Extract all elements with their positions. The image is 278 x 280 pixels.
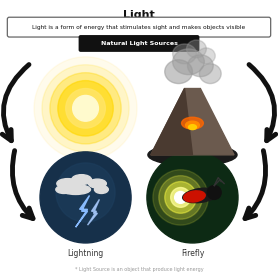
Ellipse shape bbox=[197, 48, 215, 64]
Ellipse shape bbox=[173, 44, 197, 64]
Circle shape bbox=[147, 152, 238, 243]
Text: Sun: Sun bbox=[78, 166, 93, 175]
Ellipse shape bbox=[95, 186, 108, 193]
Ellipse shape bbox=[56, 186, 72, 193]
FancyBboxPatch shape bbox=[7, 17, 271, 37]
Ellipse shape bbox=[61, 185, 91, 194]
Ellipse shape bbox=[148, 144, 237, 166]
Ellipse shape bbox=[173, 49, 204, 75]
Ellipse shape bbox=[185, 121, 199, 129]
Polygon shape bbox=[151, 88, 192, 155]
Ellipse shape bbox=[88, 179, 106, 188]
Ellipse shape bbox=[184, 191, 205, 202]
Ellipse shape bbox=[188, 125, 197, 130]
Text: Light: Light bbox=[123, 10, 155, 20]
Ellipse shape bbox=[199, 64, 221, 83]
Ellipse shape bbox=[182, 117, 203, 129]
Text: Light is a form of energy that stimulates sight and makes objects visible: Light is a form of energy that stimulate… bbox=[32, 25, 246, 30]
Text: Firefly: Firefly bbox=[181, 249, 204, 258]
Ellipse shape bbox=[57, 179, 79, 188]
Text: Lightning: Lightning bbox=[67, 249, 104, 258]
Circle shape bbox=[66, 88, 105, 128]
Polygon shape bbox=[88, 199, 100, 225]
Circle shape bbox=[165, 182, 197, 213]
Circle shape bbox=[175, 192, 187, 203]
Circle shape bbox=[207, 186, 221, 199]
Circle shape bbox=[153, 170, 208, 225]
Circle shape bbox=[40, 152, 131, 243]
Text: Volcano Lava: Volcano Lava bbox=[167, 171, 218, 180]
Circle shape bbox=[34, 57, 137, 160]
Ellipse shape bbox=[187, 40, 206, 58]
Ellipse shape bbox=[183, 188, 218, 203]
Text: * Light Source is an object that produce light energy: * Light Source is an object that produce… bbox=[75, 267, 203, 272]
Ellipse shape bbox=[187, 55, 213, 77]
Circle shape bbox=[58, 81, 113, 136]
Circle shape bbox=[159, 176, 202, 219]
Circle shape bbox=[73, 95, 98, 121]
Ellipse shape bbox=[72, 175, 91, 185]
Circle shape bbox=[171, 188, 190, 207]
FancyBboxPatch shape bbox=[79, 35, 199, 52]
Circle shape bbox=[50, 73, 121, 144]
Ellipse shape bbox=[165, 60, 192, 83]
Polygon shape bbox=[76, 195, 90, 227]
Text: Natural Light Sources: Natural Light Sources bbox=[101, 41, 177, 46]
Circle shape bbox=[56, 163, 115, 222]
Circle shape bbox=[42, 65, 129, 152]
Polygon shape bbox=[151, 88, 234, 155]
